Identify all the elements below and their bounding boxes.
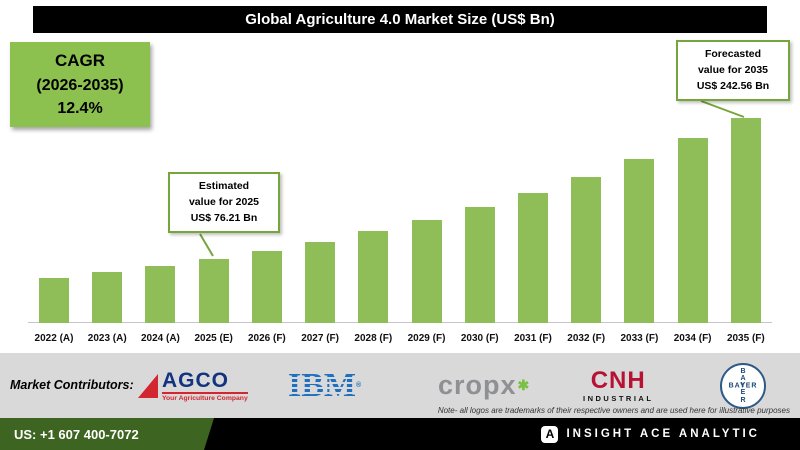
bar [251,250,282,323]
bayer-letter: E [740,389,746,397]
x-axis-label: 2034 (F) [673,332,712,344]
x-axis-label: 2032 (F) [567,332,606,344]
callout-value: US$ 242.56 Bn [696,79,770,92]
bar [39,277,69,323]
bar-chart: 2022 (A) 2023 (A) 2024 (A) 2025 (E) 2026 (F)… [28,33,772,353]
forecast-value-callout: Forecasted value for 2035 US$ 242.56 Bn [676,40,790,102]
bar-column: 2035 (F) [720,117,772,353]
agco-logo: AGCO Your Agriculture Company [138,353,248,418]
bar-column: 2023 (A) [81,271,133,353]
estimated-value-callout: Estimated value for 2025 US$ 76.21 Bn [168,172,280,234]
cropx-star-icon: ✱ [517,377,530,393]
bars-container: 2022 (A) 2023 (A) 2024 (A) 2025 (E) 2026 (F)… [28,117,772,354]
bar-column: 2030 (F) [454,207,506,353]
bar [517,192,548,323]
bayer-letter: B [740,367,746,375]
x-axis-label: 2035 (F) [726,332,765,344]
callout-line: Forecasted [704,48,762,60]
bar-column: 2031 (F) [507,192,559,353]
bar-column: 2028 (F) [347,231,399,353]
x-axis-label: 2027 (F) [301,332,339,344]
bar-column: 2025 (E) [188,258,240,354]
cnh-industrial-label: INDUSTRIAL [583,393,654,403]
bayer-horizontal-text: BAYER [728,382,758,389]
cnh-wordmark: CNH [590,366,646,394]
cagr-period: (2026-2035) [36,76,124,94]
bar [730,117,761,323]
bar [358,231,389,323]
market-contributors-label: Market Contributors: [10,378,134,392]
bar-column: 2024 (A) [134,265,186,353]
bar-column: 2026 (F) [241,250,293,354]
bar [677,138,708,323]
bar [145,265,176,323]
x-axis-label: 2025 (E) [194,332,233,344]
cagr-value: 12.4% [57,99,103,117]
cagr-box: CAGR (2026-2035) 12.4% [10,42,150,128]
bar [198,258,229,323]
ibm-logo: IBM ® [288,353,361,418]
ibm-wordmark: IBM [288,366,356,404]
registered-mark-icon: ® [356,382,362,389]
contact-phone: US: +1 607 400-7072 [0,418,214,450]
agco-tagline: Your Agriculture Company [162,391,248,402]
bayer-letter: R [740,396,746,404]
x-axis-label: 2031 (F) [514,332,552,344]
contributors-strip: Market Contributors: AGCO Your Agricultu… [0,353,800,418]
agco-wordmark: AGCO [162,368,229,392]
x-axis-line [28,322,772,323]
bar [624,158,655,323]
bar-column: 2033 (F) [613,158,665,353]
bar [305,241,336,323]
x-axis-label: 2033 (F) [620,332,659,344]
x-axis-label: 2022 (A) [34,332,74,344]
callout-line: Estimated [198,180,250,192]
bar-column: 2034 (F) [667,138,719,353]
x-axis-label: 2029 (F) [407,332,446,344]
agco-triangle-icon [138,373,158,398]
insight-ace-logo-icon: A [541,425,559,443]
chart-title: Global Agriculture 4.0 Market Size (US$ … [33,6,767,33]
bar [92,271,123,323]
callout-line: value for 2025 [188,195,260,208]
x-axis-label: 2030 (F) [460,332,499,344]
bar-column: 2027 (F) [294,241,346,354]
bayer-letter: Y [740,382,746,389]
x-axis-label: 2024 (A) [140,332,180,344]
cagr-label: CAGR [54,51,106,70]
callout-line: value for 2035 [697,63,769,76]
footer-bar: US: +1 607 400-7072 A INSIGHT ACE ANALYT… [0,418,800,450]
brand-name: INSIGHT ACE ANALYTIC [566,428,760,440]
trademark-note: Note- all logos are trademarks of their … [437,406,790,415]
bar [464,207,495,323]
bar-column: 2022 (A) [28,277,80,353]
bar-column: 2032 (F) [560,176,612,353]
bar-column: 2029 (F) [401,220,453,353]
cropx-wordmark: cropx [438,370,517,400]
bar [411,220,442,323]
x-axis-label: 2026 (F) [247,332,286,344]
callout-value: US$ 76.21 Bn [190,211,258,224]
brand-block: A INSIGHT ACE ANALYTIC [541,425,760,443]
bayer-letter: A [740,374,746,382]
cnh-logo: CNH INDUSTRIAL [583,353,653,418]
cropx-logo: cropx ✱ [438,353,529,418]
x-axis-label: 2023 (A) [87,332,127,344]
bar [571,176,602,323]
x-axis-label: 2028 (F) [354,332,393,344]
